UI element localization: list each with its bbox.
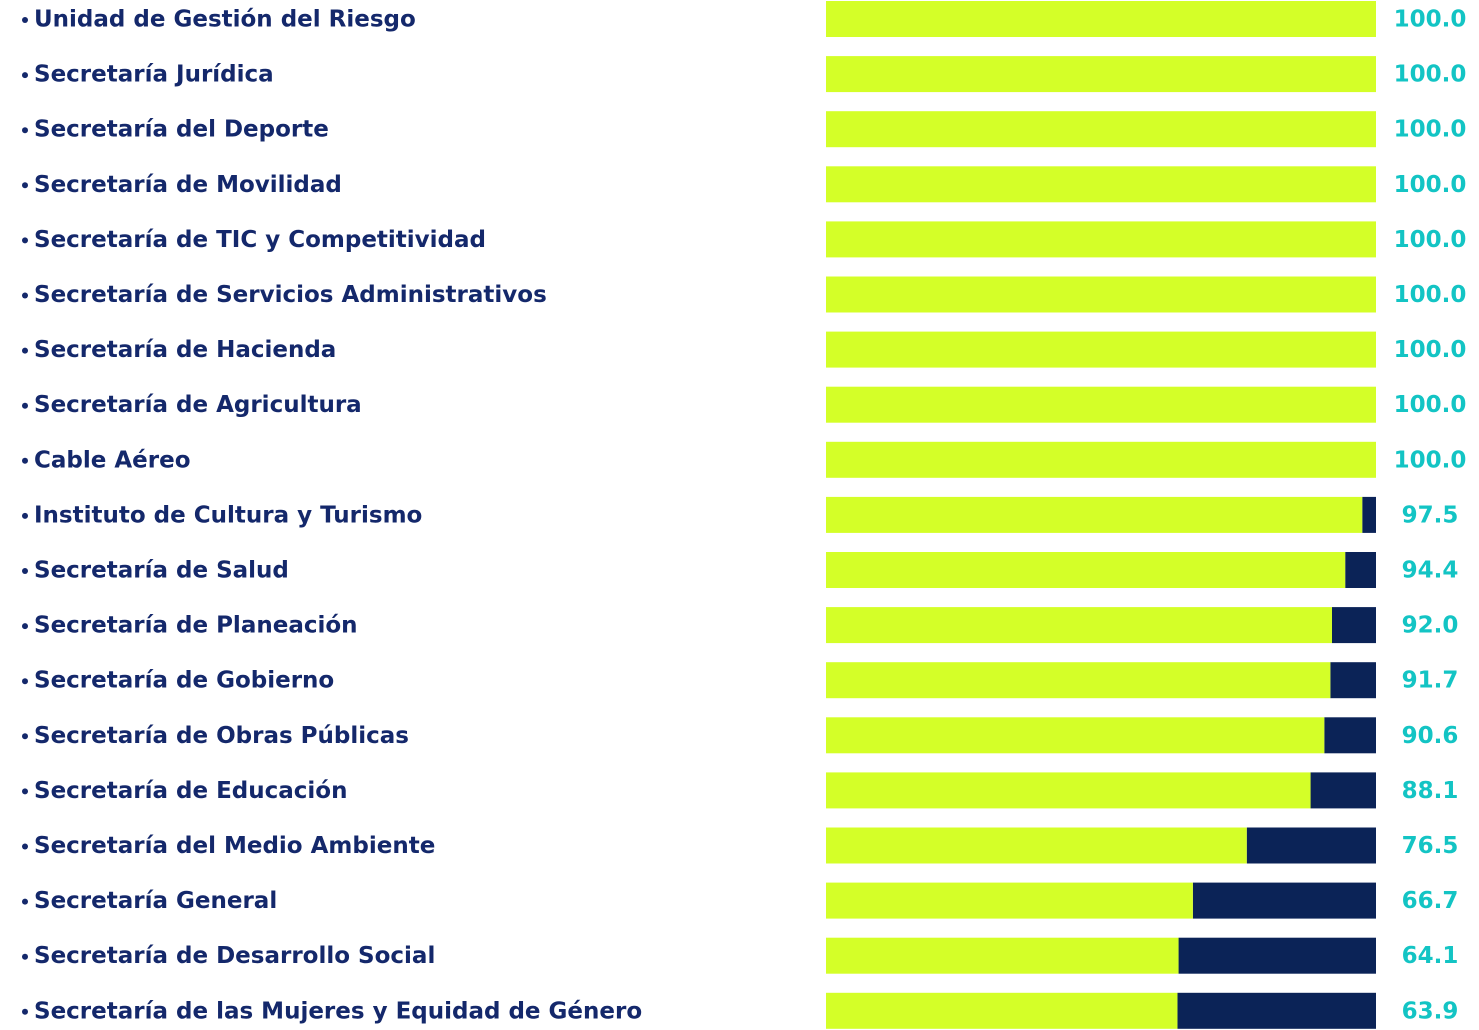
bar [826, 827, 1247, 864]
bullet [22, 898, 28, 905]
category-label: Instituto de Cultura y Turismo [34, 502, 422, 528]
bar [826, 662, 1331, 699]
value-label: 92.0 [1402, 613, 1459, 639]
bar [826, 552, 1346, 588]
value-label: 100.0 [1394, 392, 1467, 418]
bar-remainder [1324, 717, 1376, 754]
bullet [22, 182, 28, 189]
bar [826, 607, 1332, 644]
value-label: 100.0 [1394, 62, 1467, 88]
bar-remainder [1345, 552, 1376, 588]
category-label: Secretaría de Agricultura [34, 392, 362, 418]
bullet [22, 72, 28, 79]
value-label: 66.7 [1402, 888, 1459, 914]
value-label: 100.0 [1394, 282, 1467, 308]
bar-remainder [1192, 882, 1376, 919]
category-label: Secretaría del Deporte [34, 117, 329, 143]
bar [826, 111, 1376, 148]
bullet [22, 788, 28, 795]
value-label: 90.6 [1402, 723, 1459, 749]
bar [826, 276, 1376, 313]
value-label: 97.5 [1402, 502, 1459, 528]
category-label: Cable Aéreo [34, 447, 191, 473]
value-label: 100.0 [1394, 172, 1467, 198]
value-label: 88.1 [1402, 778, 1459, 804]
value-label: 63.9 [1402, 998, 1459, 1024]
value-label: 94.4 [1402, 558, 1459, 584]
value-label: 100.0 [1394, 447, 1467, 473]
bar-remainder [1177, 992, 1376, 1029]
bullet [22, 623, 28, 630]
bar-remainder [1178, 937, 1376, 974]
bar-remainder [1332, 607, 1376, 644]
value-label: 100.0 [1394, 337, 1467, 363]
bar [826, 56, 1376, 93]
bar [826, 221, 1376, 258]
bullet [22, 237, 28, 244]
bullet [22, 457, 28, 464]
bullet [22, 512, 28, 519]
category-label: Secretaría de TIC y Competitividad [34, 227, 486, 253]
bullet [22, 733, 28, 740]
bar-remainder [1310, 772, 1376, 809]
bullet [22, 347, 28, 354]
bar [826, 386, 1376, 423]
category-label: Secretaría de Obras Públicas [34, 723, 409, 749]
value-label: 76.5 [1402, 833, 1459, 859]
bar [826, 496, 1363, 533]
bar [826, 441, 1376, 478]
bar-remainder [1362, 496, 1376, 533]
value-label: 100.0 [1394, 117, 1467, 143]
category-label: Secretaría de Servicios Administrativos [34, 282, 547, 308]
bar [826, 882, 1193, 919]
value-label: 100.0 [1394, 227, 1467, 253]
bullet [22, 402, 28, 409]
bullet [22, 843, 28, 850]
category-label: Secretaría de Movilidad [34, 172, 342, 198]
bullet [22, 17, 28, 23]
category-label: Secretaría de Hacienda [34, 337, 336, 363]
bar-remainder [1246, 827, 1376, 864]
bar [826, 937, 1179, 974]
bar [826, 1, 1376, 37]
bullet [22, 568, 28, 574]
category-label: Secretaría de las Mujeres y Equidad de G… [34, 998, 642, 1024]
category-label: Secretaría de Planeación [34, 613, 358, 639]
bar-remainder [1330, 662, 1376, 699]
bar [826, 717, 1325, 754]
bar [826, 992, 1178, 1029]
bar [826, 331, 1376, 368]
category-label: Secretaría de Desarrollo Social [34, 943, 435, 969]
bullet [22, 678, 28, 685]
bar [826, 166, 1376, 203]
category-label: Secretaría General [34, 888, 277, 914]
category-label: Secretaría Jurídica [34, 62, 274, 88]
value-label: 91.7 [1402, 668, 1459, 694]
category-label: Unidad de Gestión del Riesgo [34, 7, 416, 33]
category-label: Secretaría del Medio Ambiente [34, 833, 435, 859]
value-label: 64.1 [1402, 943, 1459, 969]
category-label: Secretaría de Gobierno [34, 668, 334, 694]
value-label: 100.0 [1394, 7, 1467, 33]
category-label: Secretaría de Salud [34, 558, 289, 584]
bar [826, 772, 1311, 809]
category-label: Secretaría de Educación [34, 778, 347, 804]
bullet [22, 127, 28, 134]
bullet [22, 953, 28, 960]
bullet [22, 1008, 28, 1015]
bullet [22, 292, 28, 299]
